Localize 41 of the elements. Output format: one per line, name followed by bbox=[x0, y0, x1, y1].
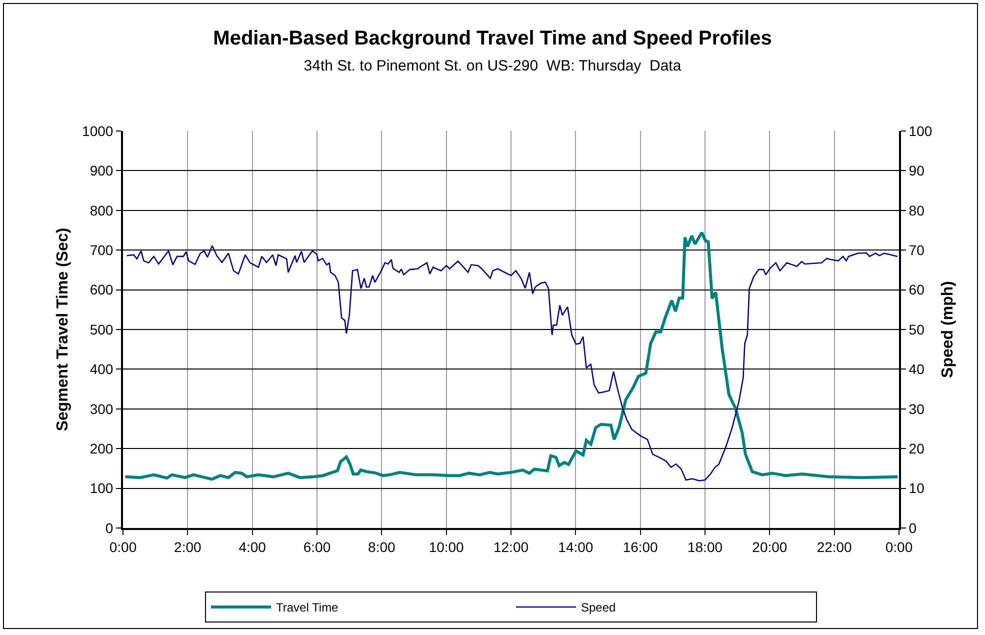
y2-tick-label: 10 bbox=[908, 480, 925, 496]
y-tick-label: 700 bbox=[90, 242, 114, 258]
x-tick-label: 8:00 bbox=[368, 538, 396, 555]
chart-subtitle: 34th St. to Pinemont St. on US-290 WB: Thursday Data bbox=[304, 57, 682, 74]
y-tick-label: 600 bbox=[90, 282, 114, 298]
y2-tick-label: 80 bbox=[908, 202, 925, 218]
y-tick-label: 1000 bbox=[82, 122, 114, 139]
y-tick-label: 800 bbox=[90, 202, 114, 218]
x-tick-label: 10:00 bbox=[428, 538, 464, 555]
y-tick-label: 100 bbox=[90, 480, 114, 496]
x-tick-label: 2:00 bbox=[174, 538, 202, 555]
y2-tick-label: 90 bbox=[908, 162, 925, 179]
legend-label: Travel Time bbox=[276, 600, 339, 615]
x-tick-label: 14:00 bbox=[558, 538, 594, 555]
y-tick-label: 900 bbox=[90, 162, 114, 179]
x-tick-label: 12:00 bbox=[493, 538, 529, 555]
x-tick-label: 4:00 bbox=[238, 538, 266, 555]
y2-tick-label: 60 bbox=[908, 282, 925, 298]
y2-tick-label: 40 bbox=[908, 361, 925, 378]
y2-tick-label: 20 bbox=[908, 440, 925, 456]
x-tick-label: 0:00 bbox=[885, 538, 913, 555]
chart-title: Median-Based Background Travel Time and Speed Profiles bbox=[213, 27, 772, 50]
y2-axis-title: Speed (mph) bbox=[940, 281, 957, 378]
x-tick-label: 16:00 bbox=[622, 538, 658, 555]
y2-tick-label: 0 bbox=[908, 520, 917, 536]
x-tick-label: 22:00 bbox=[816, 538, 852, 555]
y-tick-label: 200 bbox=[90, 440, 114, 456]
y-tick-label: 500 bbox=[90, 321, 114, 338]
legend-label: Speed bbox=[581, 600, 616, 615]
y-axis-title: Segment Travel Time (Sec) bbox=[54, 228, 72, 432]
y2-tick-label: 100 bbox=[908, 122, 932, 139]
x-tick-label: 18:00 bbox=[687, 538, 723, 555]
y-tick-label: 300 bbox=[90, 400, 114, 417]
y-tick-label: 0 bbox=[105, 520, 114, 536]
y2-tick-label: 30 bbox=[908, 400, 925, 417]
y2-tick-label: 70 bbox=[908, 242, 925, 258]
x-tick-label: 20:00 bbox=[752, 538, 788, 555]
x-tick-label: 6:00 bbox=[303, 538, 331, 555]
y2-tick-label: 50 bbox=[908, 321, 925, 338]
y-tick-label: 400 bbox=[90, 361, 114, 378]
x-tick-label: 0:00 bbox=[109, 538, 137, 555]
